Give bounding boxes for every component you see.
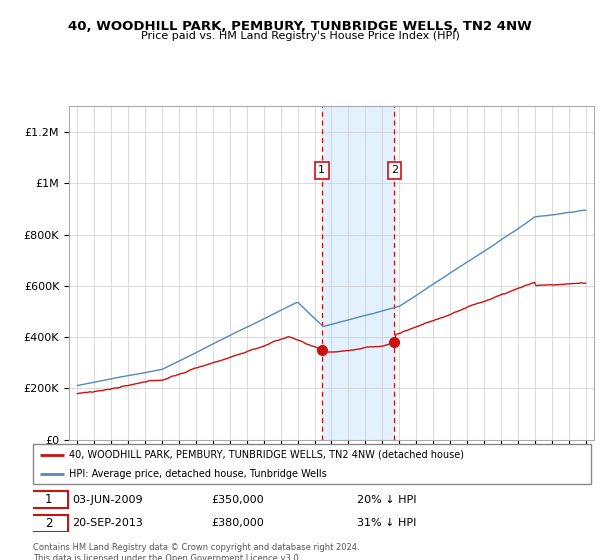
Text: 1: 1 bbox=[318, 165, 325, 175]
Text: Price paid vs. HM Land Registry's House Price Index (HPI): Price paid vs. HM Land Registry's House … bbox=[140, 31, 460, 41]
Text: 1: 1 bbox=[45, 493, 52, 506]
FancyBboxPatch shape bbox=[29, 491, 68, 508]
Text: Contains HM Land Registry data © Crown copyright and database right 2024.
This d: Contains HM Land Registry data © Crown c… bbox=[33, 543, 359, 560]
Bar bbox=[322, 106, 394, 440]
Text: 20-SEP-2013: 20-SEP-2013 bbox=[72, 518, 143, 528]
Text: £380,000: £380,000 bbox=[212, 518, 265, 528]
Text: HPI: Average price, detached house, Tunbridge Wells: HPI: Average price, detached house, Tunb… bbox=[69, 469, 327, 479]
Text: 20% ↓ HPI: 20% ↓ HPI bbox=[356, 494, 416, 505]
FancyBboxPatch shape bbox=[29, 515, 68, 531]
Text: 31% ↓ HPI: 31% ↓ HPI bbox=[356, 518, 416, 528]
FancyBboxPatch shape bbox=[33, 444, 591, 484]
Text: £350,000: £350,000 bbox=[212, 494, 264, 505]
Text: 2: 2 bbox=[391, 165, 398, 175]
Text: 2: 2 bbox=[45, 516, 52, 530]
Text: 03-JUN-2009: 03-JUN-2009 bbox=[72, 494, 143, 505]
Text: 40, WOODHILL PARK, PEMBURY, TUNBRIDGE WELLS, TN2 4NW (detached house): 40, WOODHILL PARK, PEMBURY, TUNBRIDGE WE… bbox=[69, 450, 464, 460]
Text: 40, WOODHILL PARK, PEMBURY, TUNBRIDGE WELLS, TN2 4NW: 40, WOODHILL PARK, PEMBURY, TUNBRIDGE WE… bbox=[68, 20, 532, 32]
